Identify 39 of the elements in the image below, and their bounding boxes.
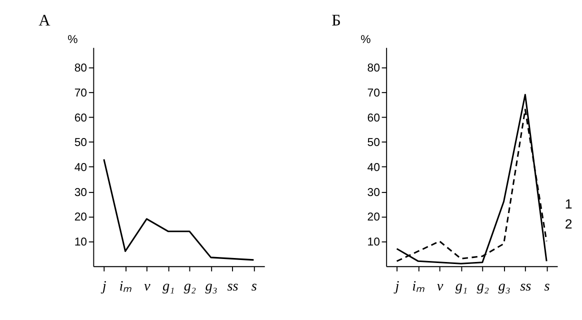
x-tick-label: v	[436, 278, 444, 294]
x-tick-label: iₘ	[119, 278, 132, 294]
y-tick-label: 40	[367, 162, 380, 174]
x-tick-label: g₃	[498, 278, 510, 294]
y-tick-label: 70	[74, 87, 88, 100]
x-tick-label: s	[251, 278, 258, 294]
y-tick-label: 10	[367, 236, 380, 249]
y-tick-label: 80	[367, 62, 380, 75]
x-tick-label: g₁	[455, 278, 468, 294]
y-tick-label: 20	[74, 212, 88, 224]
y-tick-label: 50	[367, 137, 380, 150]
y-tick-label: 60	[74, 112, 88, 124]
x-tick-label: g₂	[184, 278, 196, 294]
y-tick-label: 10	[74, 236, 88, 249]
y-tick-label: 30	[74, 186, 88, 199]
x-tick-label: g₁	[162, 278, 175, 294]
x-tick-label: j	[100, 278, 106, 294]
y-tick-label: 20	[367, 212, 380, 224]
x-tick-label: iₘ	[412, 278, 426, 294]
y-tick-label: 40	[74, 162, 88, 174]
y-axis-title: %	[360, 34, 371, 46]
y-axis-title: %	[68, 34, 78, 46]
x-tick-label: ss	[520, 278, 532, 294]
chart-title: А	[38, 12, 51, 30]
series-label: 1	[564, 196, 572, 212]
x-tick-label: g₂	[476, 278, 489, 294]
x-tick-label: s	[544, 278, 550, 294]
x-tick-label: v	[144, 278, 151, 294]
x-tick-label: ss	[227, 278, 239, 294]
x-tick-label: g₃	[205, 278, 218, 294]
y-tick-label: 30	[367, 186, 380, 199]
line-series	[103, 158, 254, 261]
y-tick-label: 60	[367, 112, 380, 124]
y-tick-label: 50	[74, 137, 88, 150]
chart-title: Б	[332, 12, 341, 30]
series-label: 2	[564, 216, 572, 232]
x-tick-label: j	[393, 278, 400, 294]
y-tick-label: 80	[74, 62, 88, 75]
y-tick-label: 70	[367, 87, 380, 100]
